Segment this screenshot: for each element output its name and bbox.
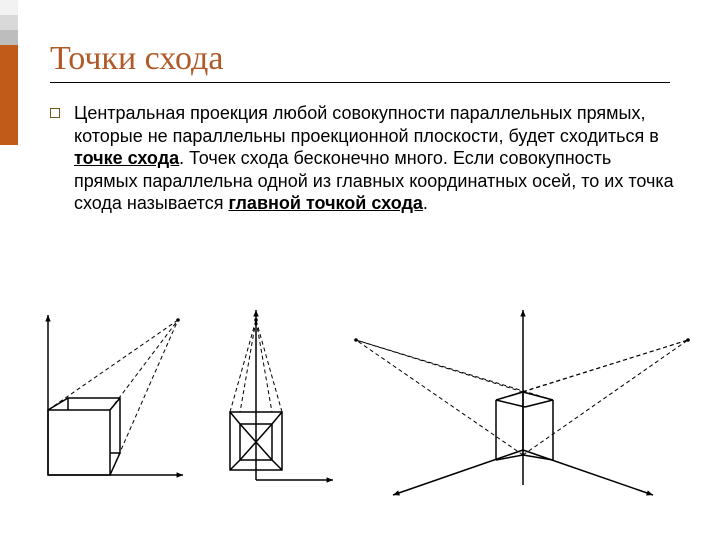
slide-title: Точки схода [50,40,223,78]
bullet-icon [50,108,60,118]
body-paragraph: Центральная проекция любой совокупности … [74,102,674,215]
diagrams-row [28,300,698,520]
title-underline [50,82,670,83]
perspective-diagrams [28,300,698,510]
